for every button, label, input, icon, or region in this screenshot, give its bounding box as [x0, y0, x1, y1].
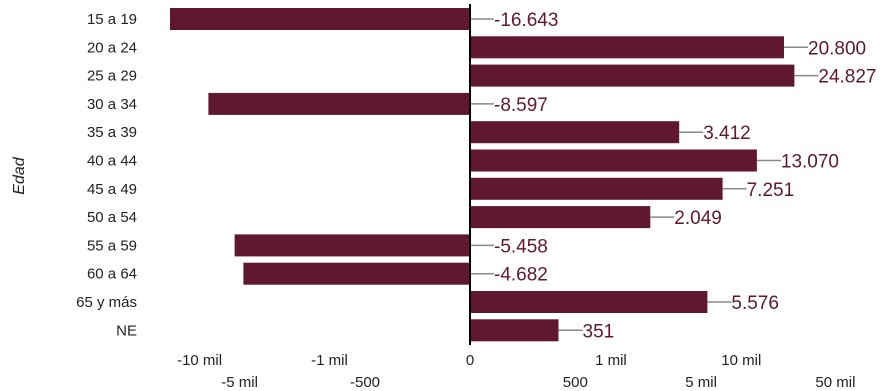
bar	[470, 149, 757, 172]
value-label: 20.800	[808, 38, 866, 59]
x-tick-label: 5 mil	[685, 374, 717, 391]
category-label: 25 a 29	[87, 68, 137, 85]
category-label: 45 a 49	[87, 181, 137, 198]
value-label: 7.251	[747, 180, 795, 201]
value-label: 2.049	[674, 208, 722, 229]
y-axis-title: Edad	[11, 156, 28, 194]
x-tick-label: 500	[563, 374, 588, 391]
x-tick-labels: -10 mil -5 mil -1 mil-500 0 500 1 mil 5 mil10 …	[177, 352, 855, 391]
value-label: 5.576	[731, 293, 779, 314]
category-label: 50 a 54	[87, 209, 137, 226]
value-labels: -16.643 20.800 24.827 -8.597 3.412 13.070 7.25…	[470, 10, 877, 342]
category-label: 20 a 24	[87, 39, 137, 56]
bar	[470, 206, 651, 229]
x-tick-label: 10 mil	[721, 352, 761, 369]
x-tick-label: -5 mil	[221, 374, 258, 391]
category-label: 65 y más	[76, 294, 137, 311]
bars-group	[170, 8, 795, 342]
bar	[470, 64, 795, 87]
x-tick-label: 1 mil	[595, 352, 627, 369]
x-tick-label: -1 mil	[311, 352, 348, 369]
bar	[470, 177, 723, 200]
x-tick-label: 50 mil	[815, 374, 855, 391]
bar	[470, 36, 784, 59]
category-label: 30 a 34	[87, 96, 137, 113]
bar	[470, 121, 680, 144]
category-label: NE	[116, 322, 137, 339]
value-label: 351	[583, 321, 615, 342]
value-label: 13.070	[781, 152, 839, 173]
category-labels: 15 a 19 20 a 24 25 a 29 30 a 34 35 a 39 40 a …	[76, 11, 137, 339]
x-tick-label: -10 mil	[177, 352, 222, 369]
bar	[470, 291, 708, 313]
category-label: 35 a 39	[87, 124, 137, 141]
category-label: 55 a 59	[87, 237, 137, 254]
value-label: -5.458	[494, 236, 548, 257]
category-label: 15 a 19	[87, 11, 137, 28]
value-label: 3.412	[703, 123, 751, 144]
value-label: -4.682	[494, 265, 548, 286]
bar	[208, 92, 470, 115]
value-label: 24.827	[818, 67, 876, 88]
bar	[234, 234, 470, 257]
bar	[470, 319, 559, 342]
value-label: -16.643	[494, 10, 558, 31]
bar	[170, 8, 470, 30]
category-label: 40 a 44	[87, 153, 137, 170]
x-tick-label: 0	[466, 352, 474, 369]
bar	[243, 262, 470, 285]
category-label: 60 a 64	[87, 266, 137, 283]
x-tick-label: -500	[350, 374, 380, 391]
value-label: -8.597	[494, 95, 548, 116]
